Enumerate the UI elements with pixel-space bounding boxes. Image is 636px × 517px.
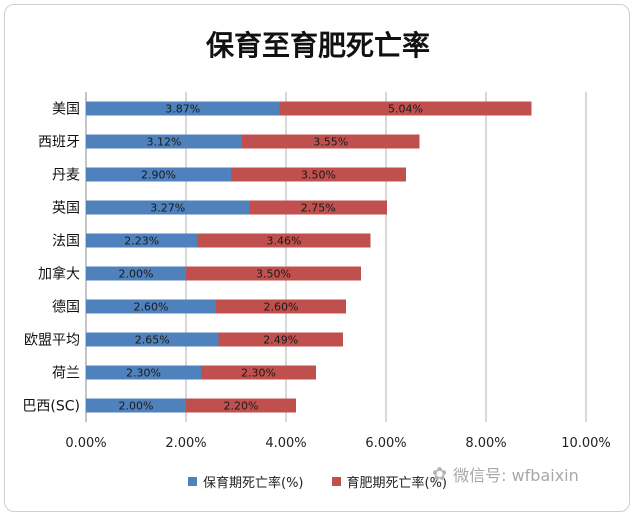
- data-label: 2.23%: [124, 235, 159, 248]
- data-label: 3.12%: [147, 136, 182, 149]
- x-tick-label: 2.00%: [165, 436, 206, 451]
- category-label: 丹麦: [52, 168, 80, 184]
- legend-swatch-finishing: [331, 477, 341, 486]
- watermark-text: 微信号: wfbaixin: [453, 466, 579, 485]
- category-label: 加拿大: [38, 266, 80, 283]
- bar-nursery: [86, 365, 201, 380]
- x-tick-label: 10.00%: [561, 436, 611, 451]
- data-label: 2.90%: [141, 169, 176, 182]
- bar-nursery: [86, 332, 219, 347]
- bar-finishing: [216, 299, 346, 314]
- bar-nursery: [86, 299, 216, 314]
- bar-nursery: [86, 134, 242, 149]
- data-label: 5.04%: [388, 103, 423, 116]
- data-label: 2.60%: [264, 301, 299, 314]
- legend-label-nursery: 保育期死亡率(%): [203, 476, 304, 491]
- data-label: 3.87%: [165, 103, 200, 116]
- category-label: 德国: [52, 300, 80, 316]
- bar-finishing: [242, 134, 420, 149]
- legend-item-nursery: 保育期死亡率(%): [188, 472, 304, 491]
- data-label: 3.46%: [267, 235, 302, 248]
- data-label: 2.65%: [135, 334, 170, 347]
- x-tick-label: 6.00%: [365, 436, 406, 451]
- bar-finishing: [218, 332, 343, 347]
- bar-finishing: [186, 398, 296, 413]
- data-label: 2.30%: [241, 367, 276, 380]
- bar-finishing: [197, 233, 371, 248]
- data-label: 2.00%: [119, 400, 154, 413]
- category-label: 西班牙: [38, 135, 80, 151]
- chart-frame: [4, 4, 630, 512]
- data-label: 3.50%: [256, 268, 291, 281]
- data-label: 2.49%: [263, 334, 298, 347]
- bar-nursery: [86, 200, 250, 215]
- data-label: 2.30%: [126, 367, 161, 380]
- bar-nursery: [86, 398, 186, 413]
- x-tick-label: 4.00%: [265, 436, 306, 451]
- bar-finishing: [249, 200, 387, 215]
- legend-label-finishing: 育肥期死亡率(%): [346, 476, 448, 491]
- x-tick-label: 0.00%: [65, 436, 106, 451]
- bar-nursery: [86, 266, 186, 281]
- bar-finishing: [201, 365, 316, 380]
- data-label: 3.27%: [150, 202, 185, 215]
- data-label: 2.00%: [119, 268, 154, 281]
- chart-title: 保育至育肥死亡率: [205, 29, 430, 62]
- data-label: 3.55%: [313, 136, 348, 149]
- x-tick-label: 8.00%: [465, 436, 506, 451]
- wechat-icon: ✿: [432, 463, 448, 485]
- data-label: 2.20%: [224, 400, 259, 413]
- bar-finishing: [231, 167, 406, 182]
- category-label: 巴西(SC): [22, 399, 80, 415]
- legend: 保育期死亡率(%) 育肥期死亡率(%): [188, 472, 447, 491]
- bar-finishing: [186, 266, 361, 281]
- bar-nursery: [86, 101, 280, 116]
- data-label: 2.60%: [134, 301, 169, 314]
- bar-nursery: [86, 233, 198, 248]
- data-label: 2.75%: [301, 202, 336, 215]
- legend-swatch-nursery: [188, 477, 197, 486]
- category-label: 荷兰: [52, 366, 80, 382]
- bar-nursery: [86, 167, 231, 182]
- category-label: 美国: [52, 102, 80, 118]
- category-label: 法国: [52, 234, 80, 250]
- category-label: 欧盟平均: [24, 333, 80, 349]
- data-label: 3.50%: [301, 169, 336, 182]
- watermark: ✿ 微信号: wfbaixin: [432, 462, 579, 486]
- bar-finishing: [279, 101, 532, 116]
- legend-item-finishing: 育肥期死亡率(%): [331, 472, 448, 491]
- category-label: 英国: [52, 200, 80, 217]
